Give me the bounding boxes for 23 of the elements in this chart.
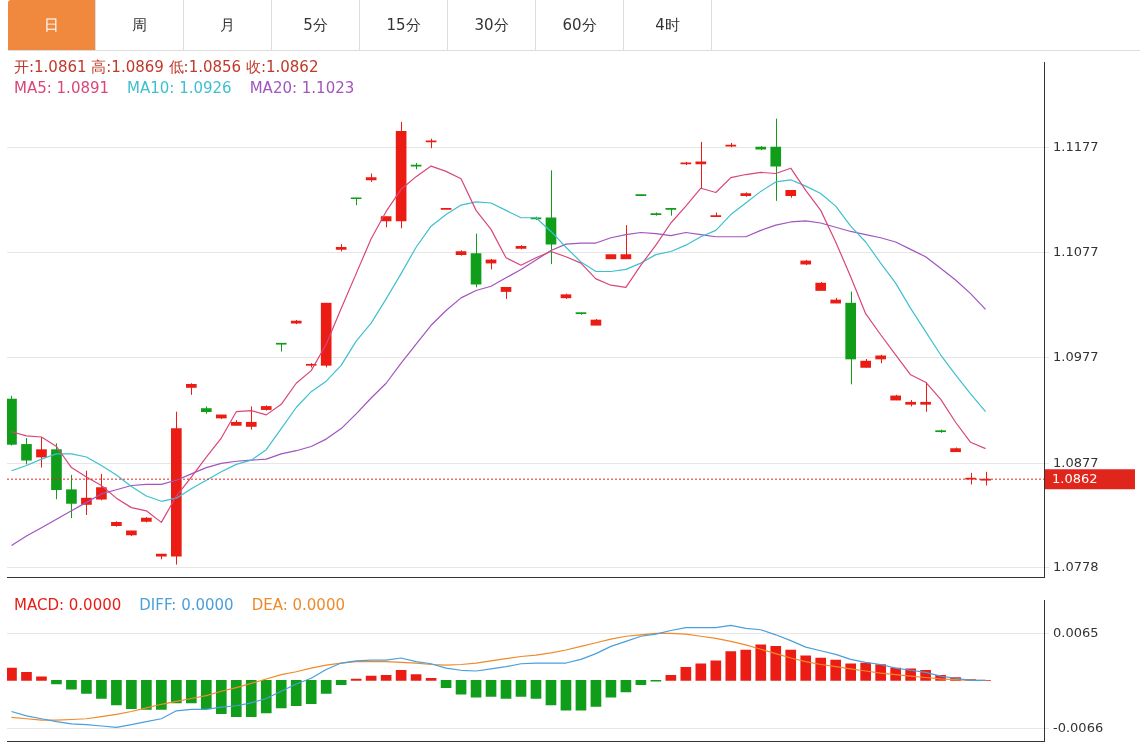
text: 日 [8, 0, 96, 50]
text: 周 [96, 0, 184, 50]
text: 60分 [536, 0, 624, 50]
text: MA20: 1.1023 [249, 78, 355, 99]
y-tick-label: 1.0877 [1053, 454, 1099, 470]
text: 5分 [272, 0, 360, 50]
text: DEA: 0.0000 [251, 595, 345, 616]
y-tick-label: 0.0065 [1053, 624, 1099, 640]
text: 月 [184, 0, 272, 50]
y-tick-label: 1.0977 [1053, 349, 1099, 365]
text: 4时 [624, 0, 712, 50]
text: DIFF: 0.0000 [139, 595, 234, 616]
text: 15分 [360, 0, 448, 50]
y-tick-label: 1.1077 [1053, 243, 1099, 259]
text: MA10: 1.0926 [127, 78, 232, 99]
y-tick-label: -0.0066 [1053, 719, 1104, 735]
text: 30分 [448, 0, 536, 50]
y-tick-label: 1.0778 [1053, 559, 1099, 575]
text: MACD: 0.0000 [14, 595, 122, 616]
ref-line-label: 1.0862 [1052, 470, 1098, 486]
chart-title: 开:1.0861 高:1.0869 低:1.0856 收:1.0862 [14, 57, 320, 78]
text: MA5: 1.0891 [14, 78, 110, 99]
y-tick-label: 1.1177 [1053, 138, 1099, 154]
